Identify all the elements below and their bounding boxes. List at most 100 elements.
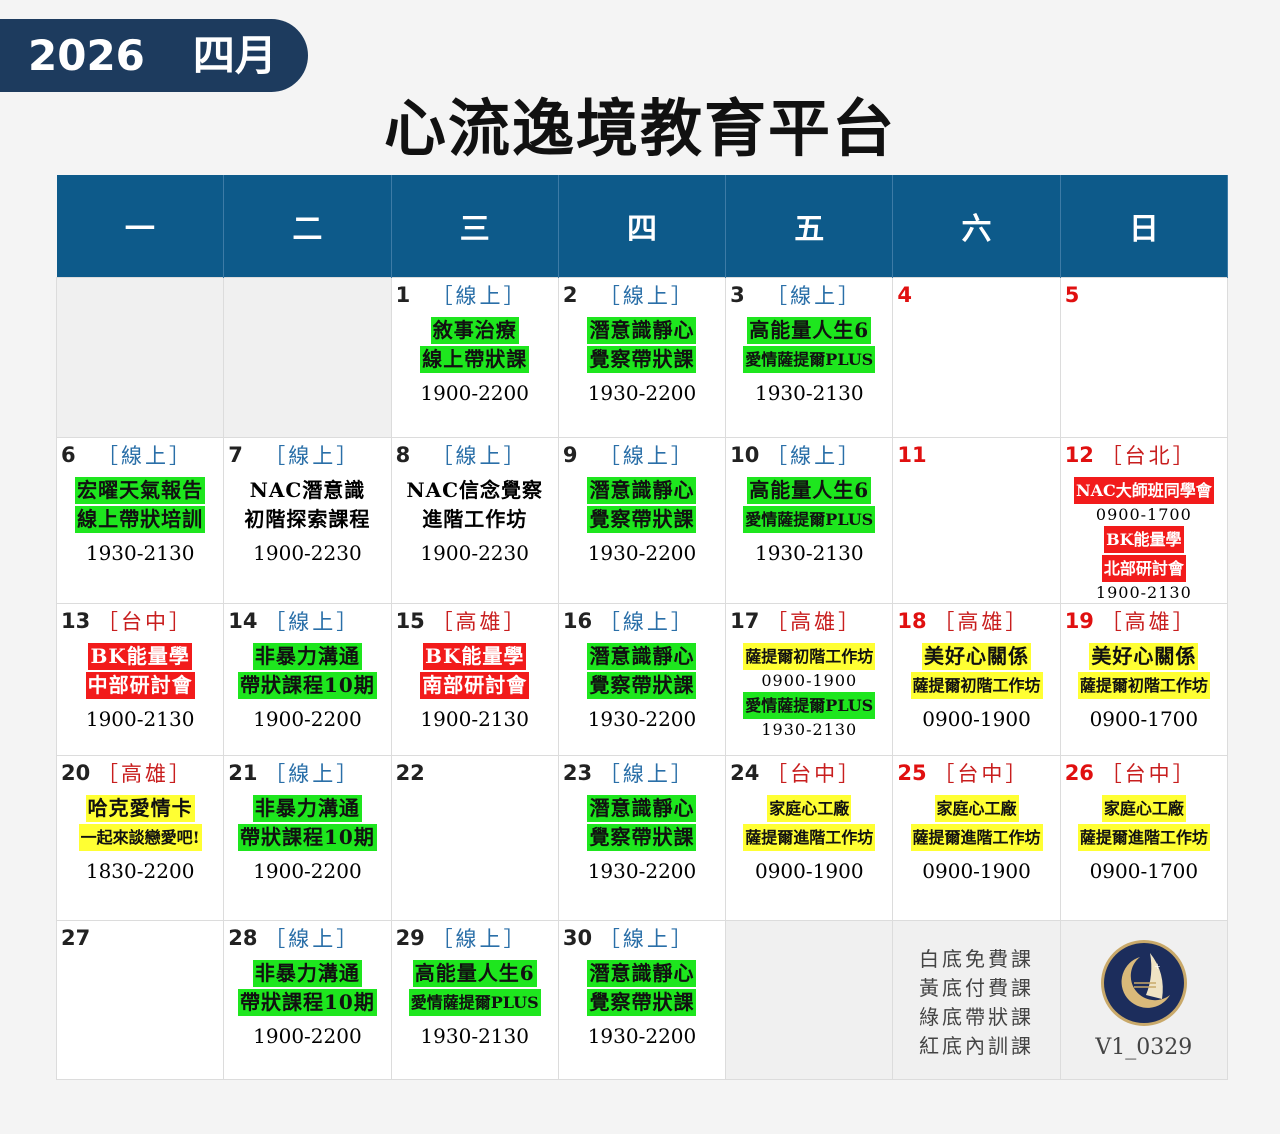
event-title: 線上帶狀課 bbox=[420, 346, 530, 373]
day-cell: 20 ［高雄］ 哈克愛情卡 一起來談戀愛吧! 1830-2200 bbox=[55, 755, 225, 921]
event-time: 1830-2200 bbox=[85, 859, 195, 883]
location-tag: ［線上］ bbox=[431, 444, 528, 468]
event-title: 美好心關係 bbox=[1089, 643, 1199, 670]
location-tag: ［高雄］ bbox=[766, 610, 863, 634]
day-cell: 22 bbox=[390, 755, 559, 921]
brand-logo: + bbox=[1061, 939, 1227, 1031]
day-number: 6 bbox=[61, 443, 76, 467]
day-number: 7 bbox=[228, 443, 243, 467]
event-title: 愛情薩提爾PLUS bbox=[408, 989, 541, 1016]
day-cell: 21 ［線上］ 非暴力溝通 帶狀課程10期 1900-2200 bbox=[223, 755, 392, 921]
day-number: 27 bbox=[61, 926, 91, 950]
day-cell: 9 ［線上］ 潛意識靜心 覺察帶狀課 1930-2200 bbox=[557, 437, 727, 604]
weekday-header: 六 bbox=[892, 175, 1061, 278]
location-tag: ［線上］ bbox=[97, 444, 193, 468]
day-number: 14 bbox=[228, 609, 258, 633]
event-time: 1900-2130 bbox=[420, 707, 529, 731]
weekday-header: 五 bbox=[725, 175, 894, 278]
day-cell: 25 ［台中］ 家庭心工廠 薩提爾進階工作坊 0900-1900 bbox=[892, 755, 1061, 921]
day-cell: 24 ［台中］ 家庭心工廠 薩提爾進階工作坊 0900-1900 bbox=[725, 755, 894, 921]
location-tag: ［線上］ bbox=[598, 762, 695, 786]
location-tag: ［高雄］ bbox=[97, 762, 193, 786]
day-number: 19 bbox=[1064, 609, 1094, 633]
day-number: 3 bbox=[730, 283, 745, 307]
event-title: 覺察帶狀課 bbox=[587, 989, 697, 1016]
day-cell: 10 ［線上］ 高能量人生6 愛情薩提爾PLUS 1930-2130 bbox=[725, 437, 894, 604]
event-title: 家庭心工廠 bbox=[934, 795, 1019, 822]
event-time: 1930-2130 bbox=[754, 541, 864, 565]
day-number: 28 bbox=[228, 926, 258, 950]
location-tag: ［台北］ bbox=[1100, 444, 1197, 468]
week-row: 27 28 ［線上］ 非暴力溝通 帶狀課程10期 1900-2200 29 ［線上］ 高能量人生… bbox=[55, 920, 1229, 1080]
event-time: 0900-1700 bbox=[1089, 707, 1199, 731]
week-row: 6 ［線上］ 宏曜天氣報告 線上帶狀培訓 1930-2130 7 ［線上］ NAC潛意識 初階探… bbox=[55, 437, 1229, 604]
event-time: 1930-2130 bbox=[85, 541, 195, 565]
empty-cell bbox=[725, 920, 894, 1080]
event-title: 美好心關係 bbox=[922, 643, 1032, 670]
event-title: 薩提爾進階工作坊 bbox=[1077, 824, 1210, 851]
day-number: 10 bbox=[730, 443, 760, 467]
event-title: BK能量學 bbox=[1104, 526, 1184, 553]
event-title: 覺察帶狀課 bbox=[587, 506, 697, 533]
event-title: 愛情薩提爾PLUS bbox=[743, 346, 876, 373]
weekday-header: 三 bbox=[391, 175, 559, 278]
day-cell: 15 ［高雄］ BK能量學 南部研討會 1900-2130 bbox=[390, 603, 559, 756]
weekday-header-row: 一二三四五六日 bbox=[56, 175, 1229, 278]
day-cell: 11 bbox=[892, 437, 1061, 604]
location-tag: ［線上］ bbox=[264, 444, 361, 468]
day-cell: 8 ［線上］ NAC信念覺察 進階工作坊 1900-2230 bbox=[390, 437, 559, 604]
event-time: 0900-1900 bbox=[761, 671, 858, 690]
svg-text:+: + bbox=[1154, 962, 1161, 971]
location-tag: ［高雄］ bbox=[431, 610, 528, 634]
week-row: 20 ［高雄］ 哈克愛情卡 一起來談戀愛吧! 1830-2200 21 ［線上］ 非暴力溝通帶… bbox=[55, 755, 1229, 921]
event-title: 潛意識靜心 bbox=[587, 477, 697, 504]
day-number: 30 bbox=[562, 926, 593, 950]
event-time: 1900-2130 bbox=[85, 707, 195, 731]
day-number: 29 bbox=[395, 926, 425, 950]
event-title: 帶狀課程10期 bbox=[238, 824, 377, 851]
event-title: 帶狀課程10期 bbox=[238, 672, 377, 699]
location-tag: ［台中］ bbox=[766, 762, 863, 786]
location-tag: ［高雄］ bbox=[1100, 610, 1197, 634]
day-cell: 19 ［高雄］ 美好心關係 薩提爾初階工作坊 0900-1700 bbox=[1059, 603, 1229, 756]
day-number: 22 bbox=[395, 761, 425, 785]
event-title: 家庭心工廠 bbox=[1101, 795, 1186, 822]
event-time: 1930-2200 bbox=[587, 859, 697, 883]
event-title: 高能量人生6 bbox=[747, 477, 872, 504]
day-cell: 3 ［線上］ 高能量人生6 愛情薩提爾PLUS 1930-2130 bbox=[725, 277, 894, 438]
day-cell: 18 ［高雄］ 美好心關係 薩提爾初階工作坊 0900-1900 bbox=[892, 603, 1061, 756]
day-cell: 29 ［線上］ 高能量人生6 愛情薩提爾PLUS 1930-2130 bbox=[390, 920, 559, 1080]
logo-cell: + V1_0329 bbox=[1059, 920, 1229, 1080]
day-number: 24 bbox=[730, 761, 760, 785]
version-label: V1_0329 bbox=[1095, 1035, 1193, 1060]
event-title: 薩提爾進階工作坊 bbox=[743, 824, 876, 851]
event-time: 1900-2200 bbox=[253, 859, 362, 883]
event-time: 1900-2200 bbox=[253, 707, 362, 731]
legend-item: 綠底帶狀課 bbox=[919, 1005, 1035, 1029]
day-cell: 26 ［台中］ 家庭心工廠 薩提爾進階工作坊 0900-1700 bbox=[1059, 755, 1229, 921]
event-time: 1930-2130 bbox=[761, 720, 858, 739]
event-time: 1930-2130 bbox=[754, 381, 864, 405]
weekday-header: 日 bbox=[1060, 175, 1229, 278]
day-number: 9 bbox=[562, 443, 578, 467]
weekday-header: 一 bbox=[56, 175, 225, 278]
location-tag: ［線上］ bbox=[264, 927, 361, 951]
calendar-grid: 一二三四五六日 1 ［線上］ 敘事治療 線上帶狀課 1900-2200 2 ［線上］ 潛意識靜… bbox=[55, 175, 1229, 1080]
day-cell: 17 ［高雄］ 薩提爾初階工作坊 0900-1900 愛情薩提爾PLUS 1930-213… bbox=[725, 603, 894, 756]
event-time: 0900-1700 bbox=[1089, 859, 1199, 883]
event-title: 非暴力溝通 bbox=[252, 795, 362, 822]
event-title: BK能量學 bbox=[423, 643, 527, 670]
event-title: 愛情薩提爾PLUS bbox=[743, 506, 876, 533]
event-title: 潛意識靜心 bbox=[587, 317, 697, 344]
event-title: 一起來談戀愛吧! bbox=[78, 824, 202, 851]
event-title: 潛意識靜心 bbox=[587, 643, 697, 670]
location-tag: ［高雄］ bbox=[933, 610, 1030, 634]
event-time: 0900-1700 bbox=[1095, 505, 1192, 524]
event-title: 高能量人生6 bbox=[747, 317, 872, 344]
event-title: 覺察帶狀課 bbox=[587, 672, 697, 699]
weekday-header: 二 bbox=[223, 175, 392, 278]
location-tag: ［線上］ bbox=[431, 284, 528, 308]
month-badge: 2026 四月 bbox=[0, 19, 308, 92]
day-cell: 30 ［線上］ 潛意識靜心 覺察帶狀課 1930-2200 bbox=[557, 920, 727, 1080]
day-cell: 4 bbox=[892, 277, 1061, 438]
